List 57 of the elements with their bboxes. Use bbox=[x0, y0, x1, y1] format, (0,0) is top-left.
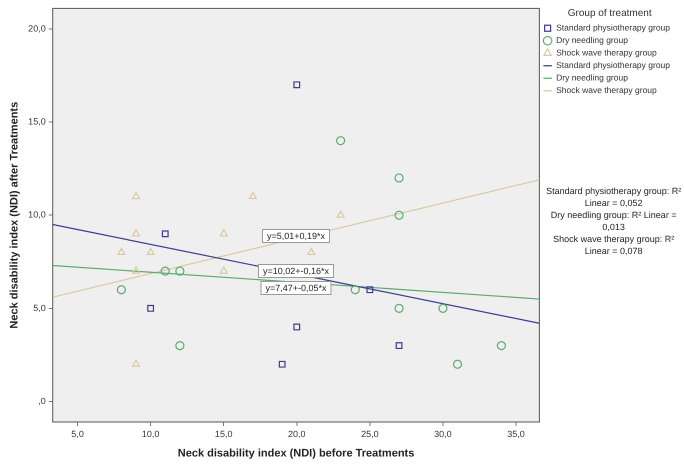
point bbox=[452, 360, 462, 369]
y-axis-title: Neck disability index (NDI) after Treatments bbox=[8, 102, 21, 329]
x-axis-title: Neck disability index (NDI) before Treatments bbox=[178, 447, 414, 460]
point bbox=[438, 304, 448, 313]
point bbox=[293, 324, 300, 330]
y-tick-label: ,0 bbox=[38, 396, 46, 406]
point bbox=[336, 210, 345, 218]
legend-label: Shock wave therapy group bbox=[556, 48, 658, 58]
legend-label: Dry needling group bbox=[556, 35, 628, 46]
point bbox=[394, 210, 404, 220]
point bbox=[175, 266, 184, 276]
point bbox=[117, 248, 126, 256]
point bbox=[394, 304, 404, 313]
point bbox=[394, 173, 404, 183]
x-tick-label: 25,0 bbox=[361, 428, 379, 439]
annotation: y=10,02+-0,16*x bbox=[258, 264, 334, 278]
point bbox=[147, 304, 154, 312]
y-tick-label: 10,0 bbox=[28, 210, 46, 220]
point bbox=[146, 248, 155, 256]
point bbox=[396, 342, 402, 350]
text: Standard physiotherapy group: R² Linear = 0,052 bbox=[545, 185, 682, 209]
point bbox=[132, 360, 140, 367]
point bbox=[350, 285, 360, 294]
point bbox=[366, 286, 374, 294]
text: Shock wave therapy group: R² Linear = 0,078 bbox=[552, 233, 676, 257]
point bbox=[132, 192, 140, 200]
point bbox=[278, 360, 286, 368]
point bbox=[307, 248, 316, 256]
legend-label: Shock wave therapy group bbox=[556, 85, 658, 96]
legend-label: Standard physiotherapy group bbox=[556, 22, 670, 33]
point bbox=[220, 266, 228, 274]
point bbox=[162, 230, 169, 238]
point bbox=[293, 81, 300, 88]
x-tick-label: 15,0 bbox=[214, 428, 232, 439]
y-tick-label: 15,0 bbox=[28, 116, 46, 127]
x-tick-label: 30,0 bbox=[434, 428, 452, 439]
text: Dry needling group: R² Linear = 0,013 bbox=[550, 209, 678, 233]
point bbox=[336, 136, 346, 146]
legend-label: Standard physiotherapy group bbox=[556, 60, 670, 70]
x-tick-label: 10,0 bbox=[142, 428, 160, 439]
point bbox=[496, 341, 506, 350]
x-tick-label: 5,0 bbox=[71, 428, 84, 439]
point bbox=[132, 229, 140, 236]
y-tick-label: 5,0 bbox=[33, 302, 46, 313]
x-tick-label: 35,0 bbox=[507, 428, 525, 439]
point bbox=[248, 192, 257, 200]
point bbox=[175, 341, 184, 350]
point bbox=[160, 266, 170, 276]
point bbox=[116, 285, 126, 294]
legend-label: Dry needling group bbox=[556, 72, 628, 83]
x-tick-label: 20,0 bbox=[288, 428, 306, 439]
annotation: y=7,47+-0,05*x bbox=[260, 280, 332, 295]
point bbox=[132, 266, 140, 274]
annotation: y=5,01+0,19*x bbox=[262, 228, 330, 243]
legend-title: Group of treatment bbox=[568, 8, 652, 19]
point bbox=[220, 229, 228, 236]
y-tick-label: 20,0 bbox=[28, 23, 46, 34]
